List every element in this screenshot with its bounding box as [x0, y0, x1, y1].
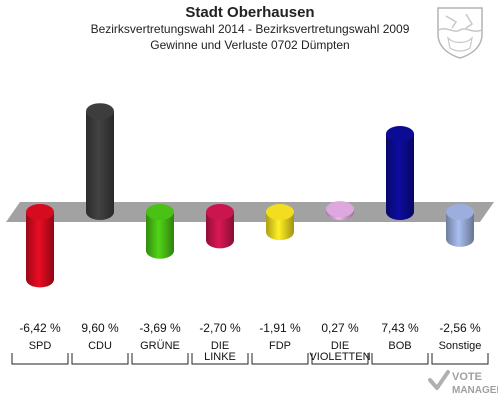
vote-manager-watermark: VOTE MANAGER — [428, 370, 498, 396]
bar-body — [86, 111, 114, 212]
category-label: LINKE — [204, 351, 236, 363]
value-label: -1,91 % — [259, 321, 301, 335]
bar-bottom-cap — [26, 271, 54, 288]
bar-grüne — [146, 204, 174, 259]
category-bracket — [11, 353, 69, 365]
chart-subtitle-election: Bezirksvertretungswahl 2014 - Bezirksver… — [90, 22, 410, 36]
bar-top-cap — [86, 103, 114, 120]
bar-sonstige — [446, 204, 474, 247]
category-bracket — [131, 353, 189, 365]
zero-baseline-platform — [6, 202, 494, 222]
checkmark-icon — [428, 370, 450, 390]
bar-bottom-cap — [146, 242, 174, 259]
category-bracket — [311, 353, 369, 365]
bar-cdu — [86, 103, 114, 220]
category-bracket — [251, 353, 309, 365]
watermark-text-vote: VOTE — [452, 371, 482, 383]
bar-top-cap — [326, 201, 354, 218]
category-label: VIOLETTEN — [309, 351, 370, 363]
category-bracket — [371, 353, 429, 365]
category-label: BOB — [388, 340, 411, 352]
category-label: CDU — [88, 340, 112, 352]
value-label: 9,60 % — [81, 321, 119, 335]
category-label: Sonstige — [439, 340, 482, 352]
value-label: -2,56 % — [439, 321, 481, 335]
bar-top-cap — [386, 125, 414, 142]
bar-bottom-cap — [86, 204, 114, 220]
bar-body — [26, 212, 54, 280]
category-label: FDP — [269, 340, 291, 352]
category-label: SPD — [29, 340, 52, 352]
category-label: DIE — [211, 340, 229, 352]
chart-title: Stadt Oberhausen — [185, 4, 315, 21]
bar-fdp — [266, 204, 294, 241]
bar-bob — [386, 125, 414, 220]
value-label: -2,70 % — [199, 321, 241, 335]
bar-die-linke — [206, 204, 234, 249]
category-label: GRÜNE — [140, 340, 180, 352]
bar-bottom-cap — [386, 204, 414, 220]
bar-bottom-cap — [206, 232, 234, 249]
category-bracket — [191, 353, 249, 365]
watermark-text-manager: MANAGER — [452, 385, 498, 396]
bar-body — [386, 133, 414, 212]
value-label: -3,69 % — [139, 321, 181, 335]
category-label: DIE — [331, 340, 349, 352]
bar-top-cap — [146, 204, 174, 220]
city-crest-icon — [437, 7, 483, 59]
bar-top-cap — [26, 204, 54, 220]
bar-top-cap — [206, 204, 234, 220]
chart-subtitle-district: Gewinne und Verluste 0702 Dümpten — [150, 38, 350, 52]
value-label: 0,27 % — [321, 321, 359, 335]
value-label: 7,43 % — [381, 321, 419, 335]
category-bracket — [71, 353, 129, 365]
bar-bottom-cap — [266, 224, 294, 241]
bar-die-violetten — [326, 201, 354, 220]
bar-spd — [26, 204, 54, 288]
bar-top-cap — [446, 204, 474, 220]
value-label: -6,42 % — [19, 321, 61, 335]
category-bracket — [431, 353, 489, 365]
bar-bottom-cap — [446, 230, 474, 247]
bar-top-cap — [266, 204, 294, 220]
